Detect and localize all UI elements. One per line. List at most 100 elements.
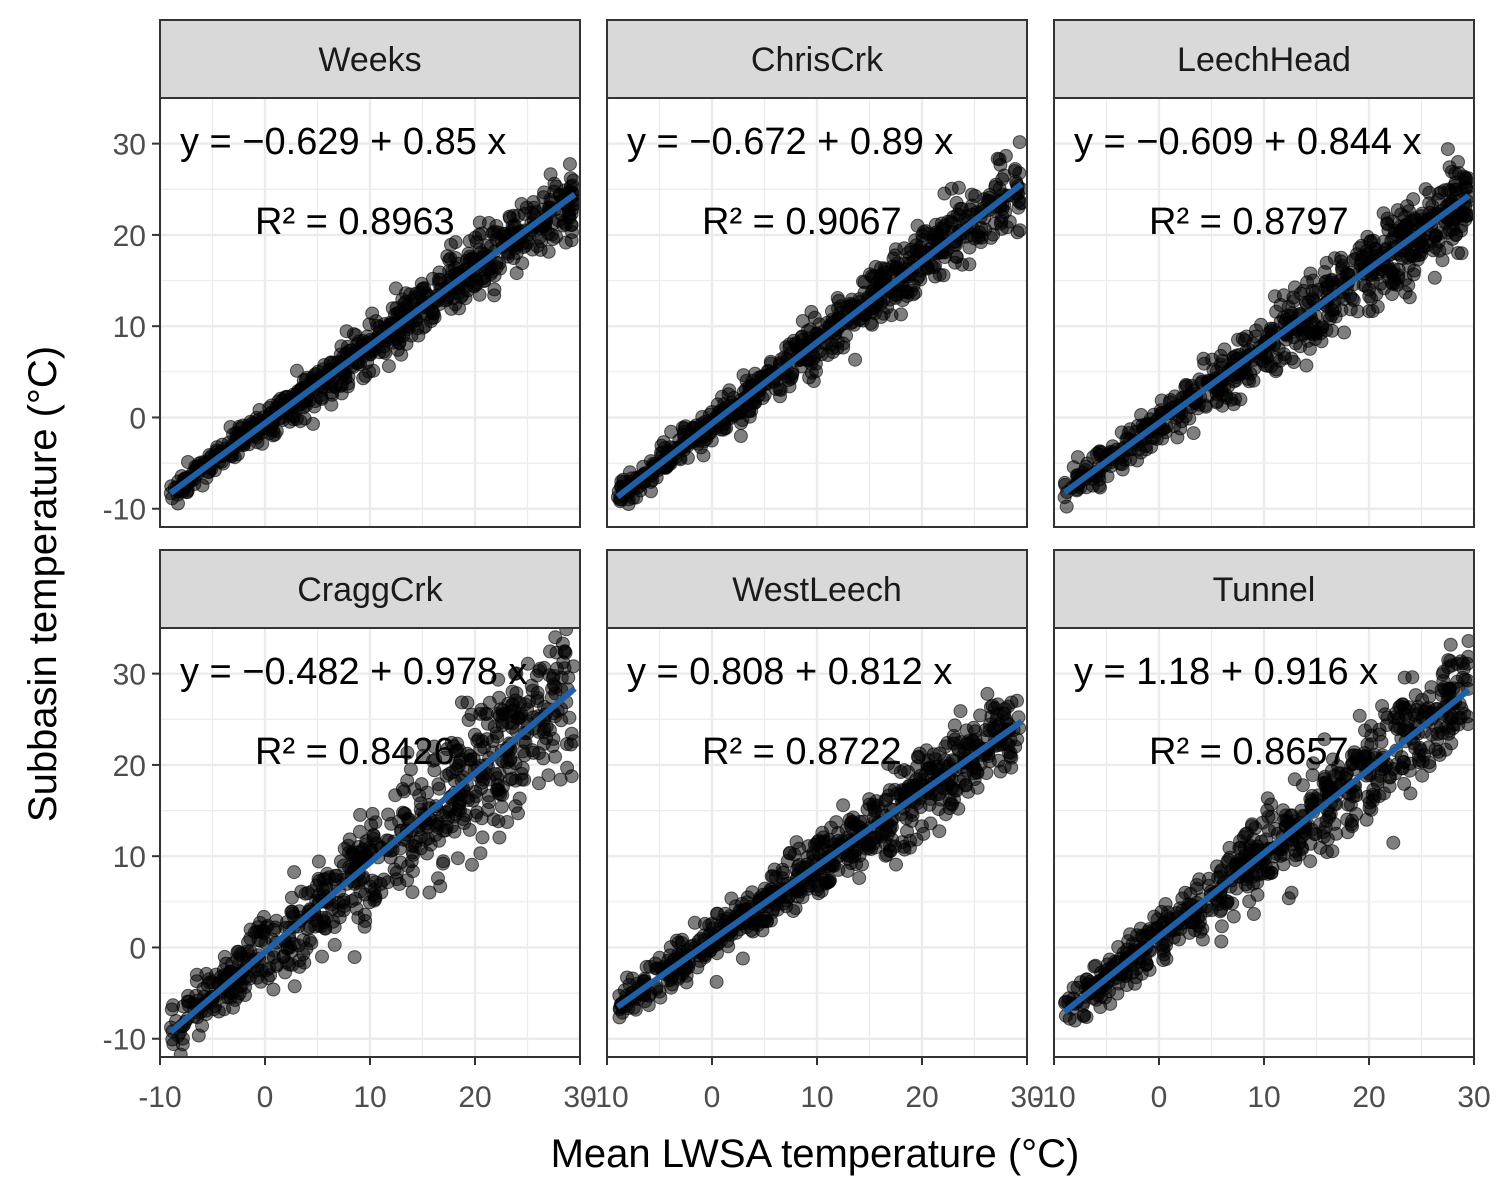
panel-border [1053,97,1475,528]
data-point [436,856,450,871]
data-point [164,1002,179,1017]
data-point [814,347,829,362]
data-point [1214,863,1229,878]
data-point [1010,225,1025,240]
data-point [297,955,312,970]
data-point [494,799,509,814]
data-point [531,776,546,791]
x-tick-label: 30 [563,1081,596,1114]
data-point [949,195,964,210]
data-point [664,424,679,439]
data-point [745,373,760,388]
data-point [983,700,998,714]
r-squared-label: R² = 0.8722 [702,731,902,773]
data-point [1304,822,1319,837]
data-point [1281,891,1296,906]
data-point [1364,737,1379,752]
facet-strip-label: ChrisCrk [751,41,884,79]
data-point [431,871,445,886]
data-point [1397,670,1412,685]
data-point [287,979,302,994]
data-point [530,685,545,700]
data-point [1240,826,1255,841]
data-point [1441,653,1456,668]
data-point [1345,813,1360,828]
panel-border [159,97,581,528]
x-axis-ticks: -10 0 10 20 30-10 0 10 20 30-10 0 10 20 30 [138,1057,1491,1114]
data-point [768,870,783,885]
data-point [1385,287,1399,301]
data-point [452,795,467,810]
data-point [566,734,580,749]
x-tick-label: 10 [800,1081,833,1114]
data-point [790,883,805,898]
y-tick-label: 30 [113,659,146,692]
data-point [1372,789,1387,803]
data-point [492,830,507,845]
data-point [1398,285,1413,300]
data-point [447,824,462,839]
data-point [514,706,529,721]
data-point [230,952,245,966]
data-point [919,766,934,781]
r-squared-label: R² = 0.8963 [255,201,455,243]
data-point [516,744,531,759]
data-point [968,761,983,776]
data-point [1403,786,1418,801]
data-point [211,1004,226,1019]
data-point [1380,710,1395,725]
data-point [311,854,326,869]
data-point [733,429,748,443]
data-point [900,824,914,839]
data-point [1261,809,1276,824]
data-point [241,935,255,950]
data-point [1403,214,1418,229]
data-point [1204,903,1219,918]
data-point [562,710,577,725]
data-point [1226,397,1241,412]
r-squared-label: R² = 0.9067 [702,201,902,243]
data-point [526,195,541,209]
data-point [403,762,418,777]
data-point [990,151,1005,166]
data-point [287,865,302,880]
data-point [1355,249,1370,264]
x-axis-title: Mean LWSA temperature (°C) [551,1132,1080,1176]
data-point [696,448,711,463]
facet-strip-label: Weeks [318,41,421,79]
y-tick-label: 10 [113,311,146,344]
data-point [456,812,471,826]
data-point [1214,934,1229,949]
data-point [266,982,281,997]
data-point [877,261,892,276]
data-point [284,904,299,919]
data-point [460,695,475,710]
data-point [998,204,1013,219]
data-point [399,336,414,351]
data-point [937,186,952,201]
data-point [181,455,195,469]
data-point [250,962,265,977]
data-point [1443,637,1458,652]
data-point [776,896,790,911]
data-point [1321,308,1336,323]
facet-strip [606,19,1028,99]
data-point [276,950,291,964]
data-point [1412,753,1426,768]
data-point [844,292,859,307]
data-point [1444,712,1459,727]
data-point [422,885,437,900]
facet-strip [1053,19,1475,99]
data-point [180,485,195,499]
data-point [763,913,778,928]
data-point [1313,840,1328,855]
data-point [269,424,284,439]
data-point [882,823,897,838]
data-point [1219,388,1233,403]
data-point [347,950,362,965]
data-point [980,686,995,701]
data-point [1458,171,1473,185]
data-point [959,736,974,751]
data-point [1407,263,1422,278]
